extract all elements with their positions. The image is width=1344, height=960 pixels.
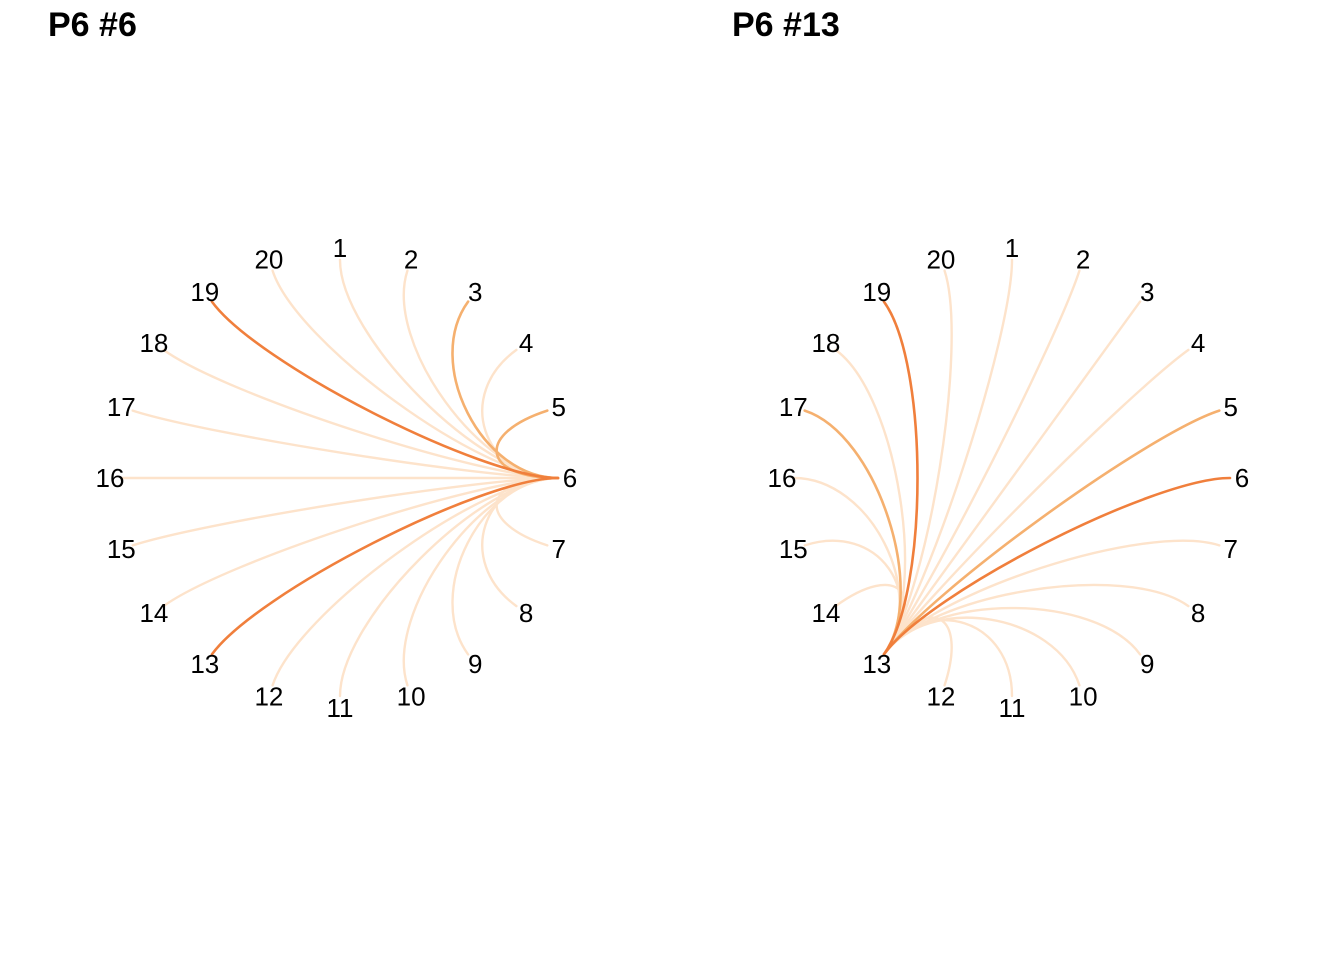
node-label-15: 15 [779, 534, 808, 564]
node-label-18: 18 [811, 328, 840, 358]
node-label-18: 18 [139, 328, 168, 358]
node-label-10: 10 [397, 682, 426, 712]
node-label-17: 17 [107, 392, 136, 422]
link-13-18 [834, 348, 907, 656]
node-label-16: 16 [768, 463, 797, 493]
link-6-12 [271, 476, 560, 687]
link-13-5 [882, 409, 1221, 656]
link-6-15 [131, 476, 560, 547]
node-label-13: 13 [190, 649, 219, 679]
link-6-19 [210, 300, 560, 480]
link-13-6 [882, 476, 1232, 656]
node-label-14: 14 [811, 598, 840, 628]
link-6-13 [210, 476, 560, 656]
node-label-5: 5 [1223, 392, 1237, 422]
node-label-13: 13 [862, 649, 891, 679]
link-6-1 [338, 258, 560, 480]
link-6-20 [271, 269, 560, 480]
link-13-4 [882, 348, 1190, 656]
node-label-6: 6 [1235, 463, 1249, 493]
link-6-14 [162, 476, 560, 608]
node-label-4: 4 [1191, 328, 1205, 358]
link-13-19 [882, 300, 919, 656]
node-label-2: 2 [404, 244, 418, 274]
link-13-2 [882, 269, 1081, 656]
node-label-8: 8 [519, 598, 533, 628]
link-13-17 [803, 409, 902, 656]
link-13-3 [882, 300, 1142, 656]
panel-title-left: P6 #6 [48, 6, 137, 44]
link-6-9 [451, 476, 560, 656]
node-label-15: 15 [107, 534, 136, 564]
link-6-3 [451, 300, 560, 480]
node-label-20: 20 [254, 244, 283, 274]
node-label-20: 20 [926, 244, 955, 274]
node-label-14: 14 [139, 598, 168, 628]
node-label-19: 19 [862, 277, 891, 307]
node-label-2: 2 [1076, 244, 1090, 274]
node-label-11: 11 [999, 693, 1026, 723]
node-label-4: 4 [519, 328, 533, 358]
panel-title-right: P6 #13 [732, 6, 840, 44]
link-6-17 [131, 409, 560, 480]
node-label-3: 3 [468, 277, 482, 307]
link-13-20 [882, 269, 953, 656]
link-6-11 [338, 476, 560, 698]
node-label-16: 16 [96, 463, 125, 493]
node-label-1: 1 [333, 233, 347, 263]
node-label-8: 8 [1191, 598, 1205, 628]
node-label-12: 12 [254, 682, 283, 712]
node-label-11: 11 [327, 693, 354, 723]
node-label-17: 17 [779, 392, 808, 422]
node-label-7: 7 [551, 534, 565, 564]
node-label-10: 10 [1069, 682, 1098, 712]
node-label-12: 12 [926, 682, 955, 712]
node-label-19: 19 [190, 277, 219, 307]
node-label-9: 9 [1140, 649, 1154, 679]
node-label-6: 6 [563, 463, 577, 493]
link-13-8 [882, 583, 1190, 656]
link-13-7 [882, 539, 1221, 656]
node-label-9: 9 [468, 649, 482, 679]
node-label-1: 1 [1005, 233, 1019, 263]
node-label-7: 7 [1223, 534, 1237, 564]
node-label-3: 3 [1140, 277, 1154, 307]
node-label-5: 5 [551, 392, 565, 422]
